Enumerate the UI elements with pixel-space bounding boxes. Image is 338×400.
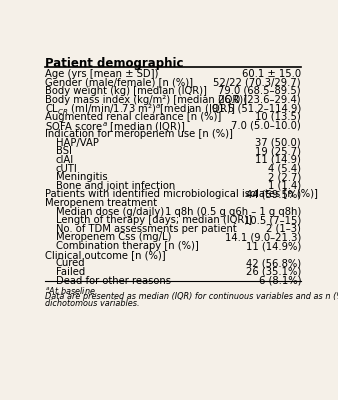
Text: 37 (50.0): 37 (50.0) — [256, 138, 301, 148]
Text: No. of TDM assessments per patient: No. of TDM assessments per patient — [56, 224, 237, 234]
Text: 2 (1–3): 2 (1–3) — [266, 224, 301, 234]
Text: 7.0 (5.0–10.0): 7.0 (5.0–10.0) — [231, 120, 301, 130]
Text: Body weight (kg) [median (IQR)]: Body weight (kg) [median (IQR)] — [45, 86, 207, 96]
Text: BSI: BSI — [56, 146, 72, 156]
Text: Bone and joint infection: Bone and joint infection — [56, 181, 175, 191]
Text: 19 (25.7): 19 (25.7) — [255, 146, 301, 156]
Text: Augmented renal clearance [n (%)]: Augmented renal clearance [n (%)] — [45, 112, 222, 122]
Text: 52/22 (70.3/29.7): 52/22 (70.3/29.7) — [213, 77, 301, 87]
Text: cUTI: cUTI — [56, 164, 78, 174]
Text: Dead for other reasons: Dead for other reasons — [56, 276, 171, 286]
Text: cIAI: cIAI — [56, 155, 74, 165]
Text: Cured: Cured — [56, 258, 86, 268]
Text: Gender (male/female) [n (%)]: Gender (male/female) [n (%)] — [45, 77, 193, 87]
Text: 26 (35.1%): 26 (35.1%) — [246, 267, 301, 277]
Text: 11 (14.9%): 11 (14.9%) — [246, 241, 301, 251]
Text: 42 (56.8%): 42 (56.8%) — [246, 258, 301, 268]
Text: Length of therapy [days; median (IQR)]: Length of therapy [days; median (IQR)] — [56, 215, 252, 225]
Text: 26.0 (23.6–29.4): 26.0 (23.6–29.4) — [218, 94, 301, 104]
Text: 11 (14.9): 11 (14.9) — [255, 155, 301, 165]
Text: CL$_{CR}$ (ml/min/1.73 m²)$^a$[median (IQR)]: CL$_{CR}$ (ml/min/1.73 m²)$^a$[median (I… — [45, 103, 236, 117]
Text: Indication for meropenem use [n (%)]: Indication for meropenem use [n (%)] — [45, 129, 233, 139]
Text: 1 q8h (0.5 g q6h – 1 g q8h): 1 q8h (0.5 g q6h – 1 g q8h) — [165, 207, 301, 217]
Text: Patient demographic: Patient demographic — [45, 57, 184, 70]
Text: Body mass index (kg/m²) [median (IQR)]: Body mass index (kg/m²) [median (IQR)] — [45, 94, 247, 104]
Text: 60.1 ± 15.0: 60.1 ± 15.0 — [242, 69, 301, 79]
Text: Median dose (g/daily): Median dose (g/daily) — [56, 207, 164, 217]
Text: 10.5 (7–15): 10.5 (7–15) — [244, 215, 301, 225]
Text: 4 (5.4): 4 (5.4) — [268, 164, 301, 174]
Text: 44 (59.5%): 44 (59.5%) — [246, 189, 301, 199]
Text: 10 (13.5): 10 (13.5) — [255, 112, 301, 122]
Text: Patients with identified microbiological isolates [n (%)]: Patients with identified microbiological… — [45, 189, 318, 199]
Text: SOFA score$^a$ [median (IQR)]: SOFA score$^a$ [median (IQR)] — [45, 120, 186, 134]
Text: HAP/VAP: HAP/VAP — [56, 138, 99, 148]
Text: dichotomous variables.: dichotomous variables. — [45, 299, 140, 308]
Text: Clinical outcome [n (%)]: Clinical outcome [n (%)] — [45, 250, 166, 260]
Text: 6 (8.1%): 6 (8.1%) — [259, 276, 301, 286]
Text: Failed: Failed — [56, 267, 85, 277]
Text: Age (yrs [mean ± SD]): Age (yrs [mean ± SD]) — [45, 69, 159, 79]
Text: $^a$At baseline.: $^a$At baseline. — [45, 285, 98, 296]
Text: Meropenem treatment: Meropenem treatment — [45, 198, 158, 208]
Text: Data are presented as median (IQR) for continuous variables and as n (%) for: Data are presented as median (IQR) for c… — [45, 292, 338, 301]
Text: Combination therapy [n (%)]: Combination therapy [n (%)] — [56, 241, 199, 251]
Text: 2 (2.7): 2 (2.7) — [268, 172, 301, 182]
Text: Meropenem Css (mg/L): Meropenem Css (mg/L) — [56, 232, 171, 242]
Text: 1 (1.4): 1 (1.4) — [268, 181, 301, 191]
Text: 14.1 (9.0–21.3): 14.1 (9.0–21.3) — [225, 232, 301, 242]
Text: 91.5 (51.2–114.9): 91.5 (51.2–114.9) — [212, 103, 301, 113]
Text: Meningitis: Meningitis — [56, 172, 107, 182]
Text: 79.0 (68.5–89.5): 79.0 (68.5–89.5) — [218, 86, 301, 96]
